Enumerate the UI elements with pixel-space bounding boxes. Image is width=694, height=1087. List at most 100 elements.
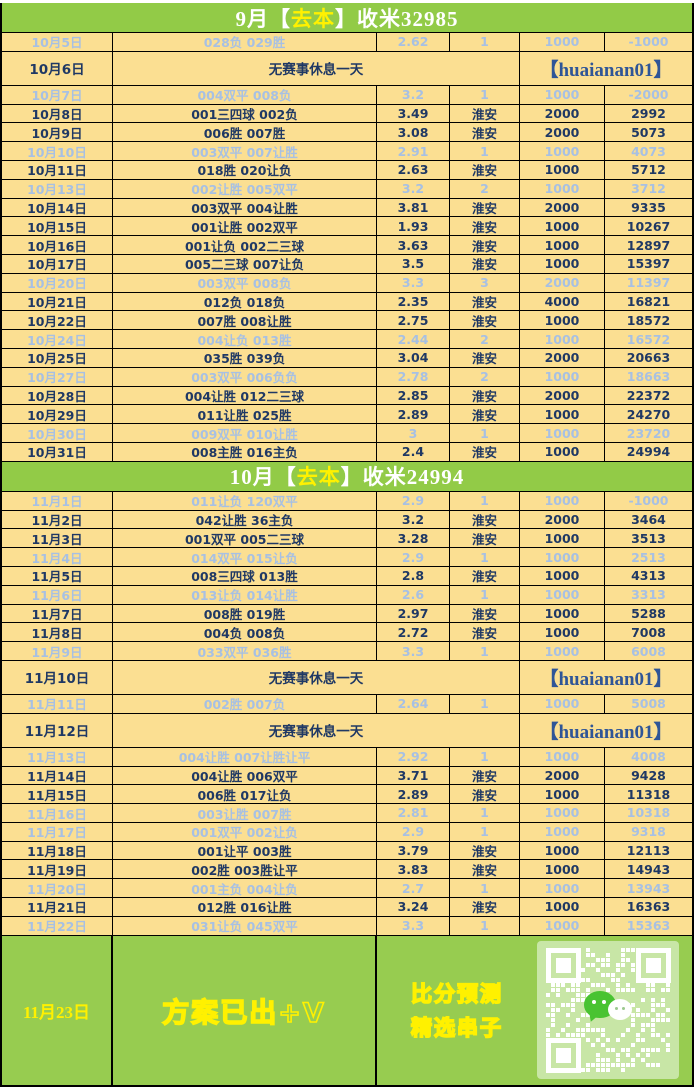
- date-cell: 10月9日: [2, 123, 113, 142]
- date-cell: 11月22日: [2, 916, 113, 935]
- venue-cell: 淮安: [450, 841, 520, 860]
- table-row: 10月29日 011让胜 025胜 2.89 淮安 1000 24270: [2, 405, 692, 425]
- total-cell: 18572: [626, 312, 671, 328]
- month-header-september: 9月【 去本 】收米32985: [2, 3, 692, 33]
- rest-day-row: 10月6日 无赛事休息一天 【huaianan01】: [2, 51, 692, 86]
- odds-cell: 2.81: [377, 804, 450, 822]
- total-cell: 12113: [626, 843, 671, 859]
- table-row: 11月7日 008胜 019胜 2.97 淮安 1000 5288: [2, 604, 692, 624]
- total-cell: 16363: [626, 899, 671, 915]
- total-cell: 10318: [626, 805, 671, 821]
- bets-cell: 004让胜 006双平: [113, 766, 377, 785]
- total-cell: 9318: [631, 824, 666, 840]
- date-cell: 11月7日: [2, 604, 113, 623]
- venue-cell: 淮安: [450, 623, 520, 642]
- stake-cell: 1000: [520, 85, 605, 104]
- table-row: 10月24日 004让负 013胜 2.44 2 1000 16572: [2, 330, 692, 349]
- date-cell: 10月10日: [2, 142, 113, 160]
- bets-cell: 012负 018负: [113, 292, 377, 311]
- date-cell: 11月3日: [2, 529, 113, 548]
- footer-date: 11月23日: [2, 935, 113, 1085]
- total-cell: 6008: [631, 643, 666, 659]
- venue-cell: 2: [450, 179, 520, 198]
- stake-cell: 1000: [520, 604, 605, 623]
- venue-cell: 淮安: [450, 160, 520, 179]
- bets-cell: 013让负 014让胜: [113, 585, 377, 604]
- bets-cell: 001让胜 002双平: [113, 217, 377, 236]
- odds-cell: 2.9: [377, 491, 450, 510]
- odds-cell: 2.35: [377, 292, 450, 311]
- bets-cell: 008胜 019胜: [113, 604, 377, 623]
- stake-cell: 2000: [520, 104, 605, 123]
- venue-cell: 1: [450, 916, 520, 935]
- venue-cell: 淮安: [450, 292, 520, 311]
- month-header-text: 10月【: [229, 465, 297, 490]
- venue-cell: 淮安: [450, 217, 520, 236]
- odds-cell: 2.4: [377, 442, 450, 461]
- stake-cell: 1000: [520, 311, 605, 330]
- stake-cell: 1000: [520, 330, 605, 348]
- venue-cell: 1: [450, 491, 520, 510]
- venue-cell: 淮安: [450, 442, 520, 461]
- date-cell: 11月17日: [2, 822, 113, 841]
- stake-cell: 1000: [520, 405, 605, 424]
- table-row: 10月21日 012负 018负 2.35 淮安 4000 16821: [2, 292, 692, 312]
- venue-cell: 淮安: [450, 311, 520, 330]
- wechat-qr-code: [537, 941, 679, 1080]
- odds-cell: 3.3: [377, 916, 450, 935]
- odds-cell: 2.9: [377, 548, 450, 566]
- bets-cell: 004让胜 012二三球: [113, 386, 377, 405]
- venue-cell: 淮安: [450, 104, 520, 123]
- bets-cell: 028负 029胜: [113, 33, 377, 51]
- venue-cell: 1: [450, 642, 520, 660]
- october-rows: 10月5日 028负 029胜 2.62 1 1000 -1000 10月6日 …: [2, 33, 692, 462]
- promo-text: 方案已出+V: [161, 997, 326, 1030]
- total-cell: 15397: [626, 256, 671, 272]
- date-cell: 11月14日: [2, 766, 113, 785]
- total-cell: 14943: [626, 861, 671, 877]
- total-cell: 4073: [631, 143, 666, 159]
- odds-cell: 2.92: [377, 747, 450, 766]
- date-cell: 11月18日: [2, 841, 113, 860]
- prediction-line2: 精选串子: [410, 1015, 503, 1041]
- stake-cell: 1000: [520, 236, 605, 254]
- venue-cell: 1: [450, 804, 520, 822]
- venue-cell: 淮安: [450, 529, 520, 548]
- total-cell: 5008: [631, 696, 666, 712]
- stake-cell: 1000: [520, 898, 605, 916]
- odds-cell: 2.9: [377, 822, 450, 841]
- bets-cell: 008三四球 013胜: [113, 566, 377, 585]
- total-cell: 9335: [631, 199, 666, 215]
- stake-cell: 1000: [520, 529, 605, 548]
- odds-cell: 3.81: [377, 198, 450, 217]
- venue-cell: 淮安: [450, 348, 520, 367]
- venue-cell: 1: [450, 85, 520, 104]
- bets-cell: 002胜 007负: [113, 694, 377, 713]
- table-row: 11月22日 031让负 045双平 3.3 1 1000 15363: [2, 916, 692, 936]
- date-cell: 10月24日: [2, 330, 113, 348]
- bets-cell: 003双平 004让胜: [113, 198, 377, 217]
- stake-cell: 1000: [520, 879, 605, 898]
- table-row: 11月1日 011让负 120双平 2.9 1 1000 -1000: [2, 491, 692, 511]
- stake-cell: 4000: [520, 292, 605, 311]
- stake-cell: 2000: [520, 510, 605, 529]
- stake-cell: 2000: [520, 348, 605, 367]
- table-row: 10月8日 001三四球 002负 3.49 淮安 2000 2992: [2, 104, 692, 124]
- venue-cell: 1: [450, 548, 520, 566]
- total-cell: 20663: [626, 350, 671, 366]
- total-cell: 16821: [626, 293, 671, 309]
- date-cell: 10月16日: [2, 236, 113, 254]
- footer-promo: 方案已出+V: [113, 935, 377, 1085]
- wechat-icon: [584, 991, 632, 1029]
- table-row: 10月17日 005二三球 007让负 3.5 淮安 1000 15397: [2, 254, 692, 274]
- table-row: 11月8日 004负 008负 2.72 淮安 1000 7008: [2, 623, 692, 643]
- date-cell: 10月7日: [2, 85, 113, 104]
- odds-cell: 2.85: [377, 386, 450, 405]
- odds-cell: 2.8: [377, 566, 450, 585]
- table-row: 11月19日 002胜 003胜让平 3.83 淮安 1000 14943: [2, 860, 692, 880]
- date-cell: 11月9日: [2, 642, 113, 660]
- odds-cell: 2.7: [377, 879, 450, 898]
- table-row: 11月17日 001双平 002让负 2.9 1 1000 9318: [2, 822, 692, 842]
- bets-cell: 003双平 008负: [113, 273, 377, 292]
- bets-cell: 001三四球 002负: [113, 104, 377, 123]
